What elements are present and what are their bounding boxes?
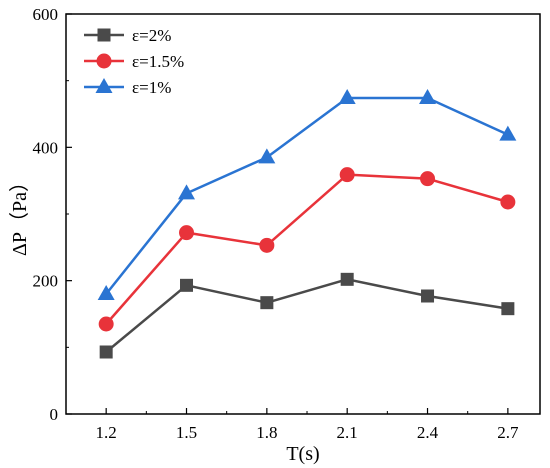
y-axis-label-group: ΔP（Pa） xyxy=(8,172,31,256)
data-point xyxy=(340,272,354,286)
data-point xyxy=(500,194,516,210)
data-point xyxy=(180,278,194,292)
legend: ε=2% ε=1.5% ε=1% xyxy=(84,26,184,97)
y-tick-label: 200 xyxy=(33,272,59,291)
y-tick-label: 600 xyxy=(33,5,59,24)
x-tick-label: 2.7 xyxy=(497,423,519,442)
series-line xyxy=(105,173,509,325)
data-point xyxy=(179,225,195,241)
y-tick-label: 0 xyxy=(50,405,59,424)
x-tick-label: 1.8 xyxy=(256,423,277,442)
legend-label: ε=2% xyxy=(132,26,171,45)
legend-item: ε=1% xyxy=(84,78,171,97)
series-square xyxy=(99,272,515,359)
legend-marker xyxy=(96,53,112,69)
data-point xyxy=(99,345,113,359)
legend-item: ε=2% xyxy=(84,26,171,45)
data-point xyxy=(259,237,275,253)
data-point xyxy=(421,289,435,303)
data-point xyxy=(420,171,436,187)
data-point xyxy=(338,89,356,104)
data-point xyxy=(260,296,274,310)
x-tick-label: 2.1 xyxy=(337,423,358,442)
legend-marker xyxy=(95,78,113,93)
legend-label: ε=1% xyxy=(132,78,171,97)
y-tick-label: 400 xyxy=(33,138,59,157)
series-line xyxy=(105,96,509,295)
data-point xyxy=(178,184,196,200)
x-axis-label: T(s) xyxy=(286,443,319,465)
x-tick-label: 1.5 xyxy=(176,423,197,442)
legend-item: ε=1.5% xyxy=(84,52,184,71)
axis-ticks: 1.2 1.5 1.8 2.1 2.4 2.7 0 200 400 600 xyxy=(33,5,519,442)
x-tick-label: 1.2 xyxy=(96,423,117,442)
x-tick-label: 2.4 xyxy=(417,423,439,442)
legend-label: ε=1.5% xyxy=(132,52,184,71)
data-point xyxy=(499,125,517,141)
data-point xyxy=(339,167,355,183)
data-point xyxy=(419,89,437,104)
legend-marker xyxy=(97,28,111,42)
series-line xyxy=(105,278,509,353)
data-point xyxy=(97,285,115,300)
y-axis-label: ΔP（Pa） xyxy=(8,172,31,256)
data-point xyxy=(501,302,515,316)
series-layer xyxy=(97,89,517,359)
data-point xyxy=(258,148,276,164)
series-circle xyxy=(98,167,516,332)
series-triangle xyxy=(97,89,517,300)
data-point xyxy=(98,316,114,332)
